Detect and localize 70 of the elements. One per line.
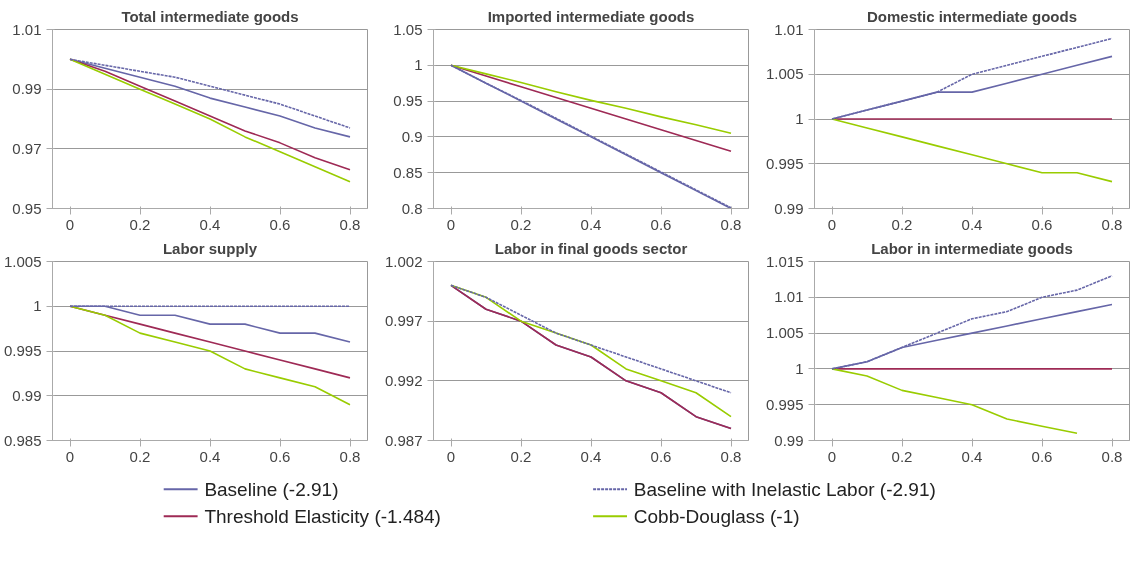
x-tick-label: 0.8 [720, 447, 742, 465]
y-tick-label: 1.01 [774, 20, 804, 38]
y-tick-label: 1.005 [765, 324, 804, 342]
y-tick-label: 1.002 [384, 252, 423, 270]
legend-label: Cobb-Douglass (-1) [633, 505, 800, 527]
y-tick-label: 0.85 [393, 163, 423, 181]
x-tick-label: 0.4 [961, 215, 983, 233]
x-tick-label: 0.8 [339, 447, 361, 465]
y-tick-label: 0.8 [401, 199, 423, 217]
x-tick-label: 0.6 [650, 215, 672, 233]
chart-title: Domestic intermediate goods [866, 7, 1078, 25]
x-tick-label: 0.2 [510, 447, 532, 465]
y-tick-label: 1.005 [765, 65, 804, 83]
x-tick-label: 0.6 [650, 447, 672, 465]
x-tick-label: 0 [827, 447, 837, 465]
y-tick-label: 1.01 [774, 288, 804, 306]
y-tick-label: 0.99 [774, 431, 804, 449]
y-tick-label: 0.995 [765, 154, 804, 172]
y-tick-label: 1.01 [12, 20, 42, 38]
x-tick-label: 0.2 [891, 215, 913, 233]
y-tick-label: 0.997 [384, 312, 423, 330]
legend-label: Baseline (-2.91) [204, 478, 339, 500]
y-tick-label: 0.95 [12, 199, 42, 217]
chart-title: Labor in final goods sector [494, 239, 688, 257]
y-tick-label: 1.015 [765, 252, 804, 270]
x-tick-label: 0.2 [129, 447, 151, 465]
y-tick-label: 1.05 [393, 20, 423, 38]
x-tick-label: 0 [446, 447, 456, 465]
x-tick-label: 0 [65, 447, 75, 465]
chart-title: Labor supply [162, 239, 258, 257]
x-tick-label: 0.4 [580, 447, 602, 465]
y-tick-label: 0.99 [774, 199, 804, 217]
x-tick-label: 0.6 [1031, 447, 1053, 465]
y-tick-label: 1 [795, 359, 804, 377]
chart-title: Total intermediate goods [121, 7, 299, 25]
x-tick-label: 0.8 [339, 215, 361, 233]
x-tick-label: 0.6 [269, 215, 291, 233]
legend-label: Baseline with Inelastic Labor (-2.91) [633, 478, 936, 500]
x-tick-label: 0.6 [1031, 215, 1053, 233]
y-tick-label: 1 [33, 297, 42, 315]
y-tick-label: 1.005 [3, 252, 42, 270]
x-tick-label: 0 [65, 215, 75, 233]
y-tick-label: 0.995 [3, 342, 42, 359]
x-tick-label: 0 [446, 215, 456, 233]
y-tick-label: 0.99 [12, 386, 42, 404]
chart-title: Imported intermediate goods [487, 7, 695, 25]
y-tick-label: 0.95 [393, 92, 423, 110]
x-tick-label: 0.6 [269, 447, 291, 465]
y-tick-label: 0.992 [384, 371, 423, 389]
x-tick-label: 0.4 [199, 447, 221, 465]
x-tick-label: 0.4 [199, 215, 221, 233]
y-tick-label: 1 [414, 56, 423, 74]
x-tick-label: 0.8 [1101, 447, 1123, 465]
x-tick-label: 0.4 [961, 447, 983, 465]
y-tick-label: 0.9 [401, 127, 423, 145]
y-tick-label: 0.995 [765, 395, 804, 413]
y-tick-label: 0.99 [12, 80, 42, 98]
x-tick-label: 0.8 [720, 215, 742, 233]
x-tick-label: 0.4 [580, 215, 602, 233]
y-tick-label: 1 [795, 110, 804, 127]
x-tick-label: 0.2 [129, 215, 151, 233]
chart-title: Labor in intermediate goods [871, 239, 1073, 257]
y-tick-label: 0.987 [384, 431, 423, 449]
legend-label: Threshold Elasticity (-1.484) [204, 505, 441, 527]
y-tick-label: 0.985 [3, 431, 42, 449]
x-tick-label: 0.2 [891, 447, 913, 465]
x-tick-label: 0.2 [510, 215, 532, 233]
x-tick-label: 0 [827, 215, 837, 233]
x-tick-label: 0.8 [1101, 215, 1123, 233]
y-tick-label: 0.97 [12, 139, 42, 157]
